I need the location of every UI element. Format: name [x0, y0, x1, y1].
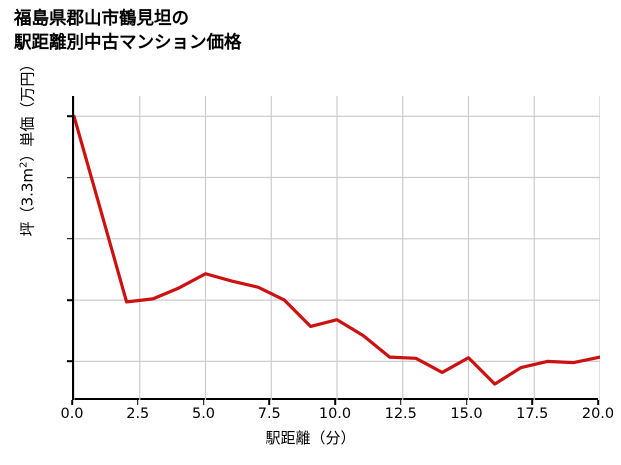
plot-area	[72, 96, 600, 400]
y-tick-mark	[67, 176, 72, 179]
x-tick-label: 12.5	[384, 406, 417, 422]
x-tick-label: 15.0	[450, 406, 483, 422]
x-tick-mark	[465, 400, 468, 405]
x-tick-label: 2.5	[126, 406, 150, 422]
x-tick-mark	[71, 400, 73, 405]
y-tick-mark	[67, 238, 72, 240]
x-tick-label: 17.5	[516, 406, 549, 422]
x-tick-mark	[334, 400, 336, 405]
horizontal-gridlines	[74, 115, 600, 362]
y-tick-mark	[67, 299, 72, 301]
page-title: 福島県郡山市鶴見坦の 駅距離別中古マンション価格	[14, 9, 242, 53]
y-axis-title-superscript: 2	[18, 161, 30, 168]
y-tick-mark	[67, 360, 72, 363]
line-chart-svg	[74, 96, 600, 400]
x-tick-mark	[268, 400, 271, 405]
y-tick-mark	[67, 115, 72, 118]
x-tick-label: 0.0	[60, 406, 84, 422]
data-series-line	[74, 114, 600, 386]
y-axis-title-prefix: 坪（3.3m	[18, 167, 37, 237]
x-tick-mark	[202, 400, 205, 405]
x-tick-label: 5.0	[191, 406, 216, 422]
x-tick-label: 10.0	[318, 406, 352, 422]
x-tick-label: 7.5	[257, 406, 281, 422]
x-tick-mark	[399, 400, 402, 405]
y-axis-title-suffix: ）単価（万円）	[18, 56, 37, 162]
x-tick-mark	[531, 400, 534, 405]
x-tick-mark	[136, 400, 139, 405]
x-tick-mark	[597, 400, 599, 405]
x-axis-title: 駅距離（分）	[265, 429, 356, 447]
x-tick-label: 20.0	[581, 406, 615, 422]
vertical-gridlines	[74, 96, 600, 400]
y-axis-title: 坪（3.3m2）単価（万円）	[17, 7, 38, 287]
